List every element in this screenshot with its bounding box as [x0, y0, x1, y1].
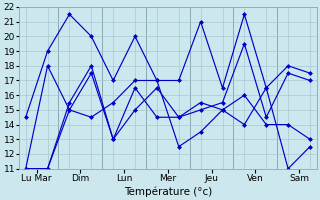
X-axis label: Température (°c): Température (°c) [124, 186, 212, 197]
